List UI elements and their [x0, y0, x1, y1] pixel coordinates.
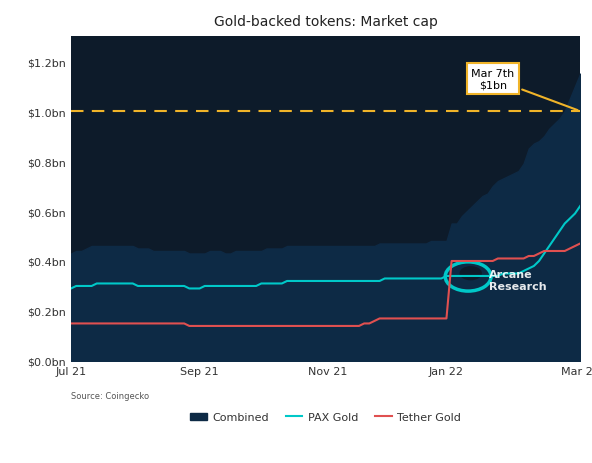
Text: Mar 7th
$1bn: Mar 7th $1bn — [471, 69, 578, 111]
Text: Market capitalisation of gold-backed crypto tokens (Source: Arcane
Research, Coi: Market capitalisation of gold-backed cry… — [12, 422, 488, 450]
Title: Gold-backed tokens: Market cap: Gold-backed tokens: Market cap — [214, 15, 437, 29]
Text: Source: Coingecko: Source: Coingecko — [71, 391, 149, 400]
Text: Arcane
Research: Arcane Research — [488, 269, 546, 291]
Circle shape — [459, 267, 482, 281]
Legend: Combined, PAX Gold, Tether Gold: Combined, PAX Gold, Tether Gold — [186, 408, 465, 427]
